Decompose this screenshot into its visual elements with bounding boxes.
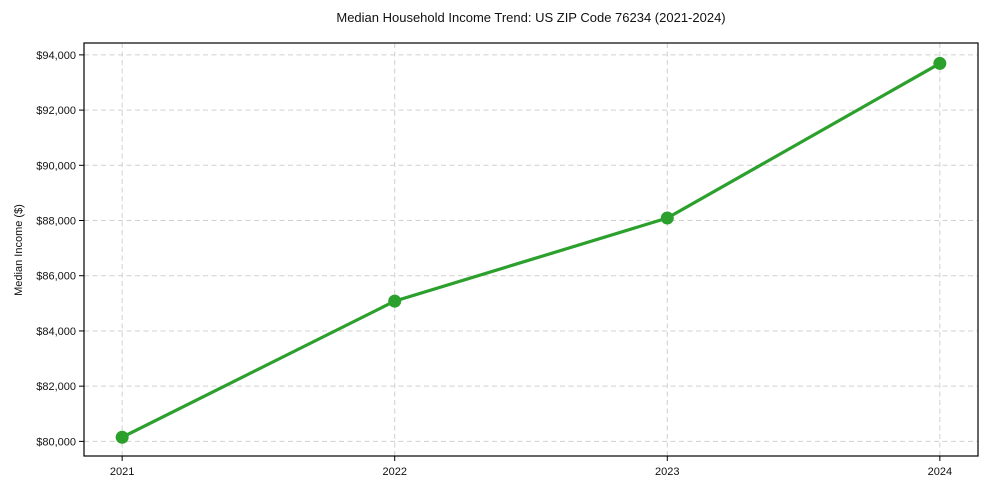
chart-title: Median Household Income Trend: US ZIP Co… (336, 10, 725, 25)
plot-area-border (83, 42, 979, 457)
x-tick-label: 2023 (655, 466, 679, 478)
data-point-2024 (933, 56, 947, 70)
y-tick-label: $82,000 (36, 381, 76, 393)
y-tick-label: $86,000 (36, 271, 76, 283)
y-tick-label: $80,000 (36, 436, 76, 448)
income-trend-line (120, 61, 942, 439)
x-tick-label: 2021 (110, 466, 134, 478)
data-point-2021 (115, 430, 129, 444)
data-point-2022 (388, 294, 402, 308)
y-tick-label: $84,000 (36, 326, 76, 338)
x-tick-label: 2024 (928, 466, 952, 478)
tick-label-group: $80,000 $82,000 $84,000 $86,000 $88,000 $90,0… (36, 50, 952, 478)
grid-group (84, 43, 978, 456)
data-point-2023 (660, 211, 674, 225)
y-tick-label: $94,000 (36, 50, 76, 62)
y-tick-label: $92,000 (36, 105, 76, 117)
y-tick-label: $88,000 (36, 216, 76, 228)
tick-group (79, 54, 941, 461)
y-axis-label: Median Income ($) (13, 204, 25, 296)
y-tick-label: $90,000 (36, 160, 76, 172)
series-group (115, 56, 947, 444)
x-tick-label: 2022 (382, 466, 406, 478)
